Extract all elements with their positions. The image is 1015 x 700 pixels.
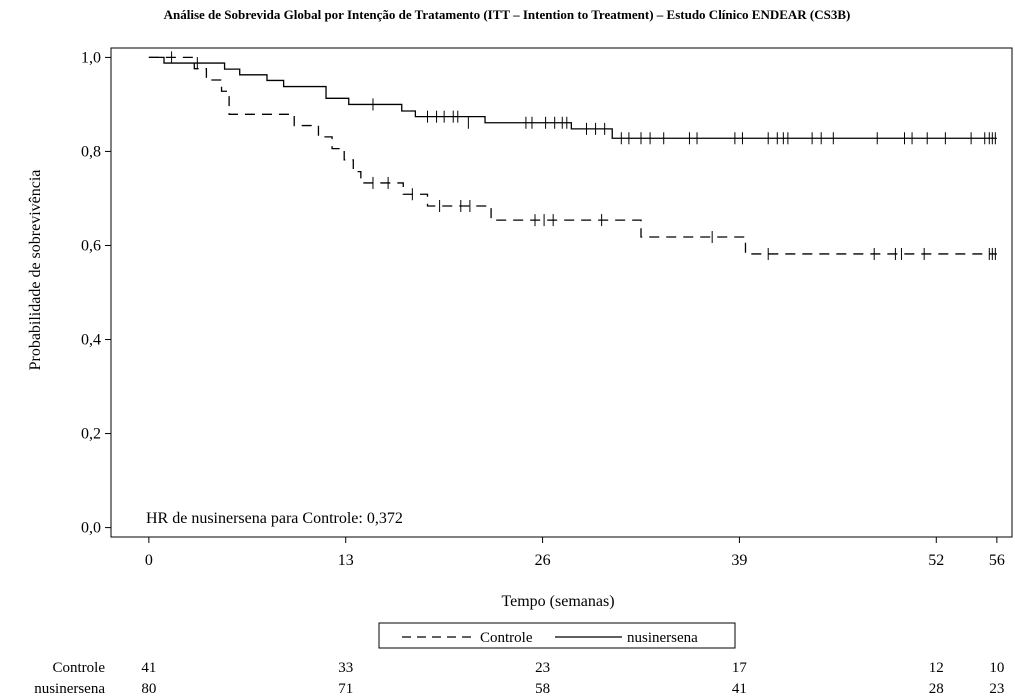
y-tick-label: 0,4 (81, 332, 101, 349)
risk-value: 33 (338, 660, 353, 676)
risk-value: 12 (929, 660, 944, 676)
risk-value: 41 (732, 681, 747, 697)
risk-value: 10 (989, 660, 1004, 676)
legend: Controle nusinersena (378, 622, 736, 649)
x-tick-label: 26 (535, 552, 551, 569)
risk-value: 71 (338, 681, 353, 697)
y-tick-label: 0,0 (81, 520, 101, 537)
x-tick-label: 13 (338, 552, 354, 569)
risk-value: 28 (929, 681, 944, 697)
y-axis-title: Probabilidade de sobrevivência (27, 170, 44, 371)
y-tick-label: 0,6 (81, 237, 101, 254)
risk-value: 23 (989, 681, 1004, 697)
risk-value: 80 (141, 681, 156, 697)
x-tick-label: 0 (145, 552, 153, 569)
risk-value: 58 (535, 681, 550, 697)
legend-label-nusinersena: nusinersena (627, 630, 698, 646)
series-layer (148, 51, 997, 260)
plot-area-border (110, 47, 1013, 538)
x-tick-label: 52 (928, 552, 944, 569)
y-tick-label: 0,8 (81, 143, 101, 160)
series-line-controle (148, 56, 997, 255)
plot-frame (110, 47, 1013, 538)
risk-values: 41 33 23 17 12 10 80 71 58 41 28 23 (141, 660, 1004, 697)
y-tick-label: 0,2 (81, 426, 101, 443)
chart-title: Análise de Sobrevida Global por Intenção… (164, 7, 851, 22)
risk-row-label-nusinersena: nusinersena (34, 681, 105, 697)
risk-row-label-controle: Controle (53, 660, 106, 676)
risk-value: 23 (535, 660, 550, 676)
series-line-nusinersena (148, 56, 997, 139)
legend-box (378, 622, 736, 649)
x-axis-title: Tempo (semanas) (501, 593, 614, 610)
x-tick-label: 39 (731, 552, 747, 569)
y-axis: 0,0 0,2 0,4 0,6 0,8 1,0 (81, 49, 111, 537)
risk-value: 17 (732, 660, 748, 676)
x-tick-label: 56 (989, 552, 1005, 569)
risk-value: 41 (141, 660, 156, 676)
y-tick-label: 1,0 (81, 49, 101, 66)
legend-label-controle: Controle (480, 630, 533, 646)
hr-annotation: HR de nusinersena para Controle: 0,372 (146, 510, 403, 527)
x-axis: 0 13 26 39 52 56 (145, 537, 1005, 569)
